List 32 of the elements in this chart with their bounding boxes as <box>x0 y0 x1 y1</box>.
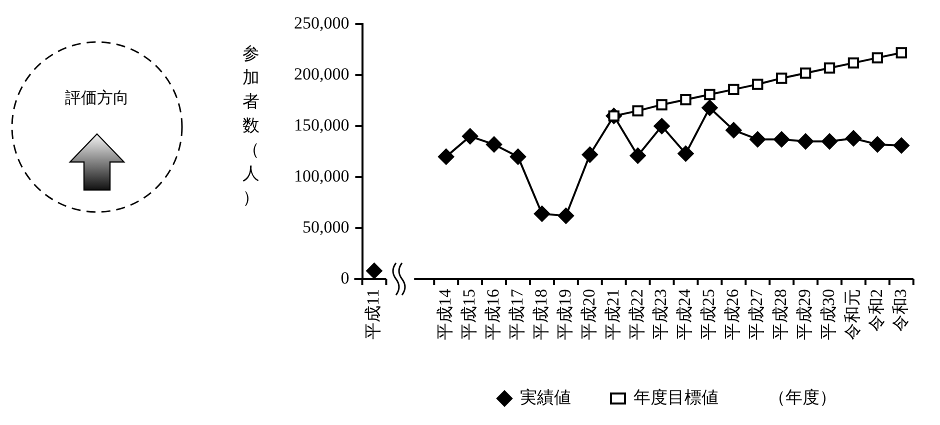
x-tick-label: 平成21 <box>603 289 622 340</box>
x-tick-label: 令和2 <box>866 289 886 332</box>
x-tick-label: 平成20 <box>579 289 598 340</box>
x-tick-label: 平成15 <box>460 289 479 340</box>
x-tick-label: 平成28 <box>771 289 790 340</box>
x-axis-title: （年度） <box>768 388 836 407</box>
x-tick-label: 平成19 <box>555 289 574 340</box>
x-tick-label: 平成30 <box>818 289 838 340</box>
x-tick-label: 平成29 <box>795 289 814 340</box>
y-axis-title: 参加者数（人） <box>242 43 260 210</box>
x-tick-label: 平成18 <box>531 289 550 340</box>
y-tick-label: 100,000 <box>294 166 350 186</box>
legend-label: 年度目標値 <box>634 388 718 408</box>
legend-label: 実績値 <box>520 388 571 408</box>
x-tick-label: 平成26 <box>723 289 742 340</box>
x-tick-label: 令和3 <box>890 289 910 332</box>
x-tick-label: 平成14 <box>436 288 455 340</box>
y-tick-label: 0 <box>340 268 350 288</box>
x-tick-label: 平成27 <box>747 288 766 340</box>
x-tick-label: 平成16 <box>484 289 503 340</box>
y-tick-label: 250,000 <box>294 14 350 33</box>
x-tick-label: 令和元 <box>842 289 862 340</box>
y-tick-label: 150,000 <box>294 116 350 135</box>
x-tick-label: 平成11 <box>364 289 383 340</box>
x-tick-label: 平成25 <box>699 289 718 340</box>
y-tick-label: 200,000 <box>294 64 350 84</box>
y-tick-label: 50,000 <box>302 218 350 237</box>
x-tick-label: 平成22 <box>627 289 646 340</box>
evaluation-direction-badge: 評価方向 <box>10 40 184 214</box>
x-tick-label: 平成24 <box>675 288 694 340</box>
x-tick-label: 平成17 <box>507 288 526 340</box>
x-tick-label: 平成23 <box>651 289 670 340</box>
